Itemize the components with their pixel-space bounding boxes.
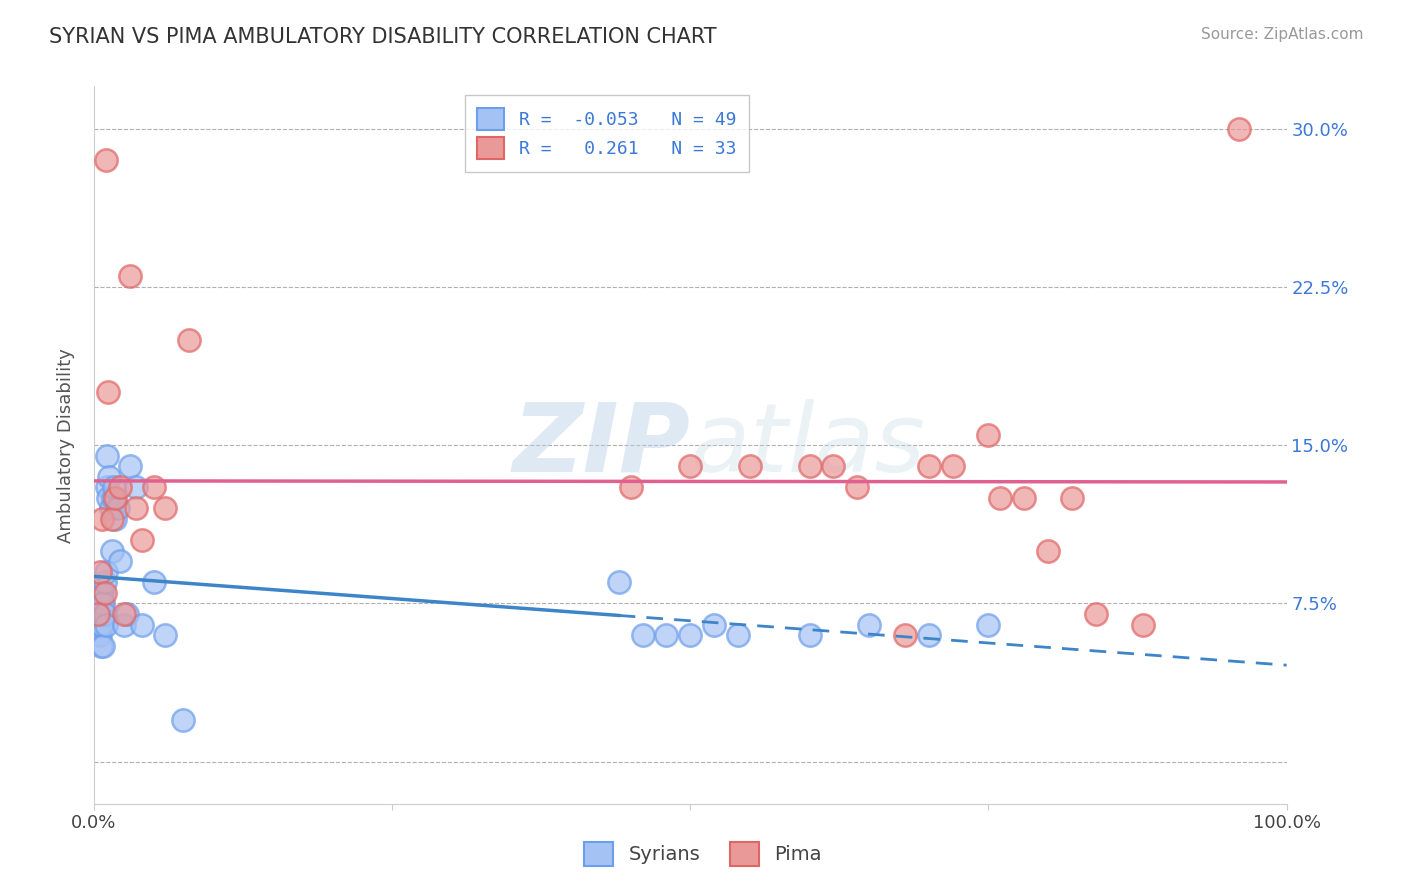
Point [179,333,201,347]
Point [89,628,111,642]
Legend: R =  -0.053   N = 49, R =   0.261   N = 33: R = -0.053 N = 49, R = 0.261 N = 33 [464,95,749,172]
Point [86,597,108,611]
Point [799,628,821,642]
Point [679,628,702,642]
Point [91,617,114,632]
Point [655,628,678,642]
Text: Source: ZipAtlas.com: Source: ZipAtlas.com [1201,27,1364,42]
Point [118,459,141,474]
Point [124,501,146,516]
Legend: Syrians, Pima: Syrians, Pima [576,834,830,873]
Text: atlas: atlas [690,399,925,491]
Point [118,269,141,284]
Point [96,449,118,463]
Point [155,501,177,516]
Point [93,607,115,621]
Point [703,617,725,632]
Point [93,607,115,621]
Point [1012,491,1035,505]
Point [112,607,135,621]
Point [846,480,869,494]
Point [1084,607,1107,621]
Point [142,575,165,590]
Point [858,617,880,632]
Point [117,607,139,621]
Point [1227,121,1250,136]
Point [86,607,108,621]
Point [94,153,117,168]
Point [98,470,121,484]
Point [1036,543,1059,558]
Point [918,628,941,642]
Point [155,628,177,642]
Point [799,459,821,474]
Point [103,480,125,494]
Point [104,491,127,505]
Point [90,639,112,653]
Point [112,617,135,632]
Point [942,459,965,474]
Point [86,607,108,621]
Point [97,385,120,400]
Point [738,459,761,474]
Point [823,459,845,474]
Point [607,575,630,590]
Point [89,565,111,579]
Point [93,586,115,600]
Point [131,533,153,548]
Point [101,543,124,558]
Point [631,628,654,642]
Point [101,491,124,505]
Point [96,480,118,494]
Point [977,617,1000,632]
Point [727,628,749,642]
Point [107,501,129,516]
Point [101,512,124,526]
Point [93,575,115,590]
Point [93,639,115,653]
Point [89,607,111,621]
Point [89,597,111,611]
Point [91,586,114,600]
Point [1132,617,1154,632]
Point [93,597,115,611]
Point [91,512,114,526]
Point [87,617,110,632]
Point [94,565,117,579]
Point [87,586,110,600]
Text: SYRIAN VS PIMA AMBULATORY DISABILITY CORRELATION CHART: SYRIAN VS PIMA AMBULATORY DISABILITY COR… [49,27,717,46]
Point [679,459,702,474]
Point [988,491,1011,505]
Point [108,480,131,494]
Point [918,459,941,474]
Point [90,586,112,600]
Point [131,617,153,632]
Point [894,628,917,642]
Text: ZIP: ZIP [512,399,690,491]
Point [100,501,122,516]
Point [97,491,120,505]
Point [94,617,117,632]
Point [90,617,112,632]
Point [142,480,165,494]
Point [172,713,194,727]
Point [108,554,131,568]
Point [620,480,643,494]
Point [1060,491,1083,505]
Point [91,597,114,611]
Y-axis label: Ambulatory Disability: Ambulatory Disability [58,348,75,542]
Point [124,480,146,494]
Point [104,512,127,526]
Point [977,427,1000,442]
